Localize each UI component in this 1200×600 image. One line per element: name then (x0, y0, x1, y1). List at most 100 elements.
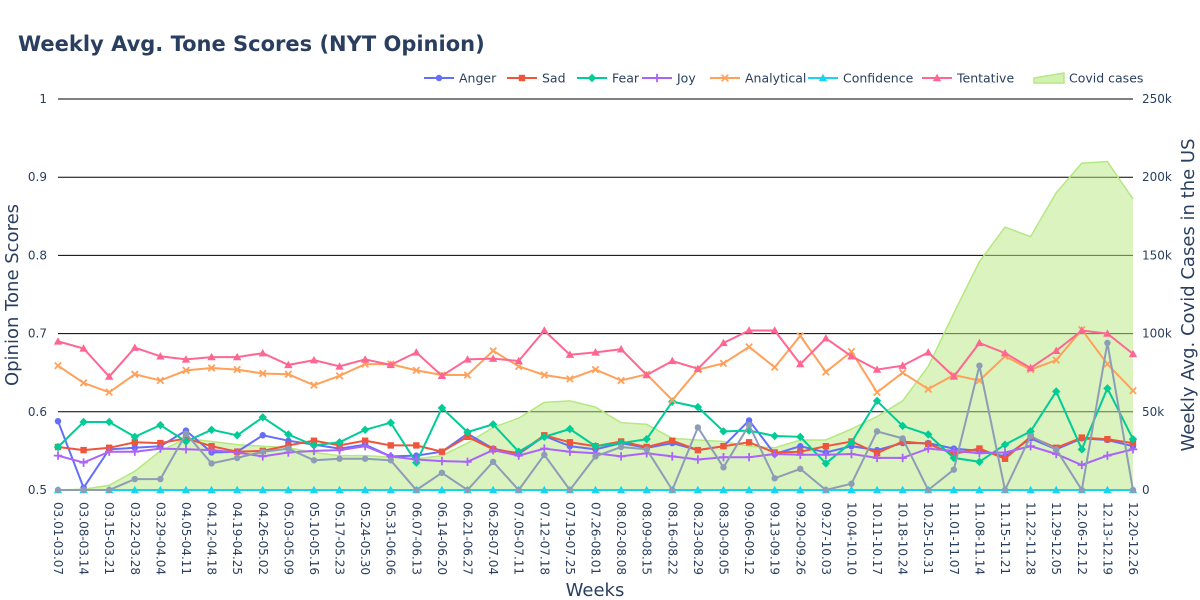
data-point (950, 466, 958, 473)
data-point (898, 485, 907, 494)
legend-label: Covid cases (1069, 71, 1143, 86)
data-point (924, 430, 933, 439)
legend[interactable]: Anger Sad Fear Joy Analytical Confidence Tenta… (424, 71, 1143, 86)
data-point (873, 428, 881, 435)
chart-title: Weekly Avg. Tone Scores (NYT Opinion) (18, 32, 485, 56)
data-point (1129, 386, 1137, 395)
data-point (310, 457, 318, 464)
data-point (489, 346, 497, 355)
data-point (693, 455, 703, 464)
data-point (54, 361, 62, 370)
data-point (821, 459, 831, 468)
data-point (1104, 339, 1111, 347)
data-point (796, 485, 805, 494)
legend-label: Fear (612, 71, 640, 86)
data-point (413, 486, 420, 494)
data-point (156, 420, 165, 430)
data-point (669, 486, 676, 494)
legend-item[interactable]: Tentative (922, 71, 1014, 86)
data-point (387, 457, 394, 464)
x-tick-label: 07.19-07.25 (563, 502, 577, 575)
data-point (1103, 451, 1112, 460)
legend-item[interactable]: Fear (577, 71, 640, 86)
data-point (361, 455, 369, 462)
data-point (847, 485, 856, 494)
data-point (79, 379, 88, 387)
data-point (79, 417, 88, 427)
x-axis-ticks: 03.01-03.07 03.08-03.14 03.15-03.21 03.22-0… (51, 502, 1140, 575)
series (53, 326, 1138, 380)
data-point (259, 432, 266, 439)
data-point (822, 443, 830, 450)
data-point (591, 348, 600, 356)
data-point (1103, 360, 1112, 368)
legend-item[interactable]: Confidence (808, 71, 914, 86)
data-point (540, 485, 549, 494)
x-tick-label: 07.05-07.11 (512, 502, 526, 575)
legend-item[interactable]: Anger (424, 71, 497, 86)
data-point (924, 385, 933, 393)
legend-label: Analytical (745, 71, 806, 86)
x-tick-label: 10.18-10.24 (896, 502, 910, 575)
data-point (232, 352, 242, 361)
data-point (540, 326, 549, 334)
data-point (694, 424, 702, 431)
legend-item[interactable]: Covid cases (1033, 71, 1143, 86)
data-point (924, 348, 933, 356)
x-tick-label: 11.22-11.28 (1024, 502, 1038, 575)
data-point (435, 74, 443, 82)
data-point (80, 446, 87, 454)
data-point (181, 355, 191, 363)
data-point (541, 451, 548, 459)
data-point (208, 460, 215, 467)
data-point (438, 469, 446, 476)
data-point (899, 435, 906, 442)
data-point (79, 344, 88, 352)
data-point (258, 348, 267, 357)
legend-label: Confidence (843, 71, 914, 86)
data-point (949, 372, 959, 380)
data-point (616, 485, 626, 494)
x-tick-label: 08.09-08.15 (640, 502, 654, 575)
data-point (335, 438, 344, 447)
data-point (592, 453, 599, 460)
legend-item[interactable]: Joy (642, 71, 696, 86)
data-point (514, 356, 523, 365)
data-point (898, 421, 907, 431)
data-point (643, 446, 650, 453)
data-point (156, 352, 165, 360)
data-point (386, 360, 395, 369)
series (54, 339, 1137, 494)
data-point (1103, 384, 1112, 393)
data-point (719, 485, 728, 494)
data-point (232, 485, 242, 494)
data-point (515, 486, 522, 494)
x-tick-label: 06.28-07.04 (486, 502, 500, 575)
data-point (1103, 485, 1112, 494)
data-point (489, 458, 497, 466)
data-point (463, 457, 472, 467)
y-axis-title: Opinion Tone Scores (2, 204, 23, 386)
data-point (872, 365, 882, 373)
data-point (518, 74, 526, 82)
data-point (873, 450, 881, 457)
data-point (744, 485, 754, 494)
data-point (130, 447, 139, 456)
data-point (642, 370, 651, 379)
x-axis-title: Weeks (566, 580, 625, 600)
x-tick-label: 11.08-11.14 (972, 502, 986, 575)
data-point (975, 485, 984, 494)
data-point (719, 452, 728, 462)
x-tick-label: 11.15-11.21 (998, 502, 1012, 575)
x-tick-label: 08.30-09.05 (716, 502, 730, 575)
data-point (587, 73, 597, 83)
data-point (233, 454, 241, 462)
legend-item[interactable]: Analytical (710, 71, 806, 86)
data-point (1052, 356, 1061, 365)
data-point (1104, 435, 1111, 443)
legend-item[interactable]: Sad (507, 71, 566, 86)
y-tick-label: 0.8 (28, 248, 47, 262)
data-point (847, 352, 856, 360)
data-point (207, 352, 216, 361)
data-point (157, 439, 164, 447)
